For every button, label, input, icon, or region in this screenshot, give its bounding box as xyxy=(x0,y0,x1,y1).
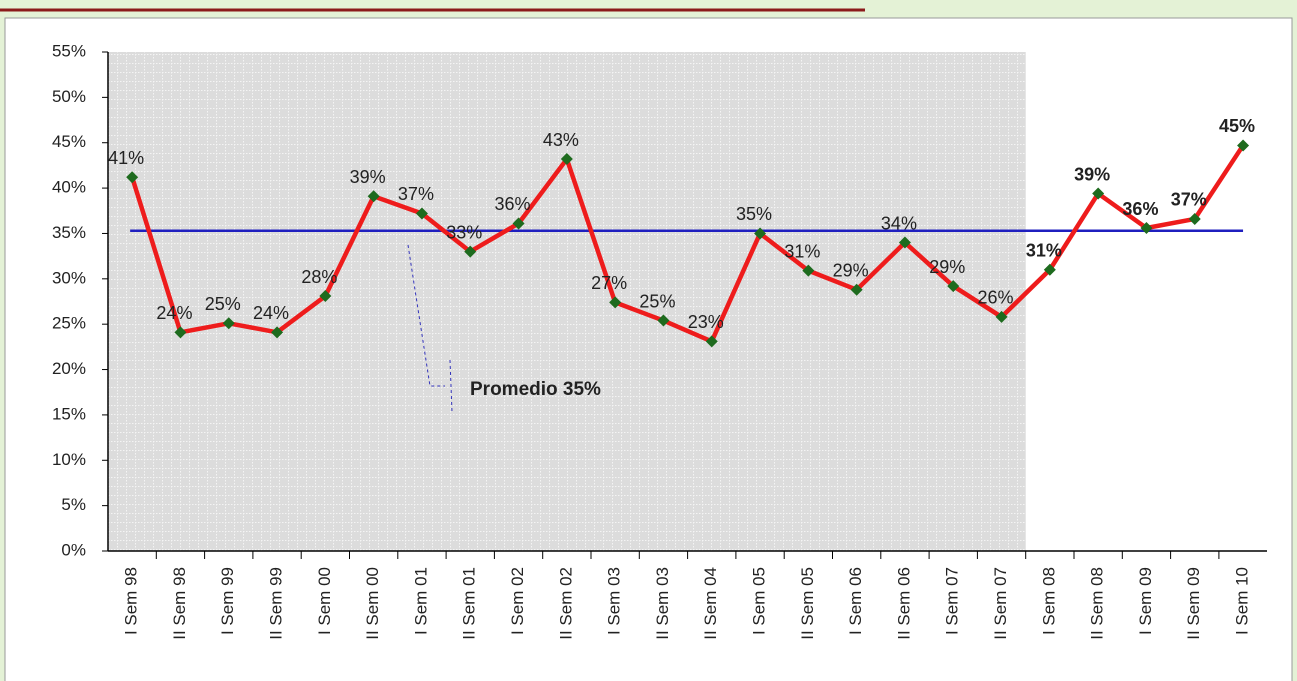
data-label: 29% xyxy=(833,260,869,280)
y-tick-label: 55% xyxy=(52,41,86,60)
marker xyxy=(126,171,139,184)
y-tick-label: 10% xyxy=(52,450,86,469)
x-tick-label: I Sem 03 xyxy=(605,567,624,635)
marker xyxy=(464,245,477,258)
marker xyxy=(802,264,815,277)
data-label: 39% xyxy=(1074,164,1110,184)
y-tick-label: 45% xyxy=(52,132,86,151)
average-label: Promedio 35% xyxy=(470,379,601,400)
marker xyxy=(319,290,332,303)
marker xyxy=(898,236,911,249)
data-label: 36% xyxy=(1122,199,1158,219)
x-tick-label: I Sem 05 xyxy=(750,567,769,635)
shaded-period xyxy=(108,52,1026,551)
data-label: 25% xyxy=(639,291,675,311)
data-label: 26% xyxy=(978,288,1014,308)
x-tick-label: I Sem 07 xyxy=(943,567,962,635)
marker xyxy=(609,296,622,309)
marker xyxy=(1188,212,1201,225)
x-tick-label: II Sem 03 xyxy=(653,567,672,640)
y-tick-label: 40% xyxy=(52,178,86,197)
marker xyxy=(512,217,525,230)
x-tick-label: II Sem 06 xyxy=(894,567,913,640)
marker xyxy=(367,190,380,203)
data-label: 28% xyxy=(301,267,337,287)
marker xyxy=(850,283,863,296)
marker xyxy=(415,207,428,220)
data-label: 39% xyxy=(350,167,386,187)
data-label: 45% xyxy=(1219,116,1255,136)
x-tick-label: II Sem 98 xyxy=(170,567,189,640)
data-label: 24% xyxy=(253,303,289,323)
data-label: 36% xyxy=(495,194,531,214)
x-tick-label: II Sem 04 xyxy=(701,567,720,640)
x-tick-label: I Sem 00 xyxy=(315,567,334,635)
y-tick-label: 20% xyxy=(52,359,86,378)
marker xyxy=(222,317,235,330)
series-line xyxy=(130,144,1245,344)
data-label: 25% xyxy=(205,294,241,314)
data-label: 41% xyxy=(108,148,144,168)
data-label: 35% xyxy=(736,204,772,224)
x-tick-label: II Sem 07 xyxy=(991,567,1010,640)
y-tick-label: 5% xyxy=(61,495,86,514)
data-label: 31% xyxy=(1026,240,1062,260)
marker xyxy=(271,326,284,339)
x-tick-label: I Sem 09 xyxy=(1136,567,1155,635)
x-tick-label: II Sem 09 xyxy=(1184,567,1203,640)
data-label: 29% xyxy=(929,257,965,277)
y-tick-label: 25% xyxy=(52,314,86,333)
x-tick-label: I Sem 08 xyxy=(1039,567,1058,635)
data-label: 34% xyxy=(881,213,917,233)
x-tick-label: II Sem 02 xyxy=(556,567,575,640)
x-tick-label: I Sem 98 xyxy=(122,567,141,635)
data-label: 24% xyxy=(156,303,192,323)
y-tick-label: 50% xyxy=(52,87,86,106)
data-label: 37% xyxy=(1171,190,1207,210)
y-tick-label: 0% xyxy=(61,540,86,559)
x-tick-label: II Sem 05 xyxy=(798,567,817,640)
x-tick-label: I Sem 10 xyxy=(1233,567,1252,635)
marker xyxy=(995,310,1008,323)
marker xyxy=(1092,187,1105,200)
data-label: 31% xyxy=(784,241,820,261)
y-tick-label: 15% xyxy=(52,404,86,423)
data-label: 33% xyxy=(446,222,482,242)
marker xyxy=(1043,263,1056,276)
x-tick-label: I Sem 06 xyxy=(846,567,865,635)
x-tick-label: I Sem 02 xyxy=(508,567,527,635)
y-tick-label: 30% xyxy=(52,268,86,287)
data-label: 27% xyxy=(591,273,627,293)
x-tick-label: I Sem 99 xyxy=(218,567,237,635)
data-label: 23% xyxy=(688,312,724,332)
data-label: 37% xyxy=(398,184,434,204)
data-label: 43% xyxy=(543,130,579,150)
annotation-leader xyxy=(407,244,453,413)
marker xyxy=(705,335,718,348)
marker xyxy=(754,227,767,240)
marker xyxy=(560,153,573,166)
x-tick-label: II Sem 08 xyxy=(1088,567,1107,640)
x-tick-label: II Sem 01 xyxy=(460,567,479,640)
marker xyxy=(947,280,960,293)
x-tick-label: II Sem 99 xyxy=(267,567,286,640)
y-tick-label: 35% xyxy=(52,223,86,242)
marker xyxy=(174,326,187,339)
marker xyxy=(657,314,670,327)
x-tick-label: II Sem 00 xyxy=(363,567,382,640)
x-tick-label: I Sem 01 xyxy=(411,567,430,635)
marker xyxy=(1237,139,1250,152)
marker xyxy=(1140,222,1153,235)
